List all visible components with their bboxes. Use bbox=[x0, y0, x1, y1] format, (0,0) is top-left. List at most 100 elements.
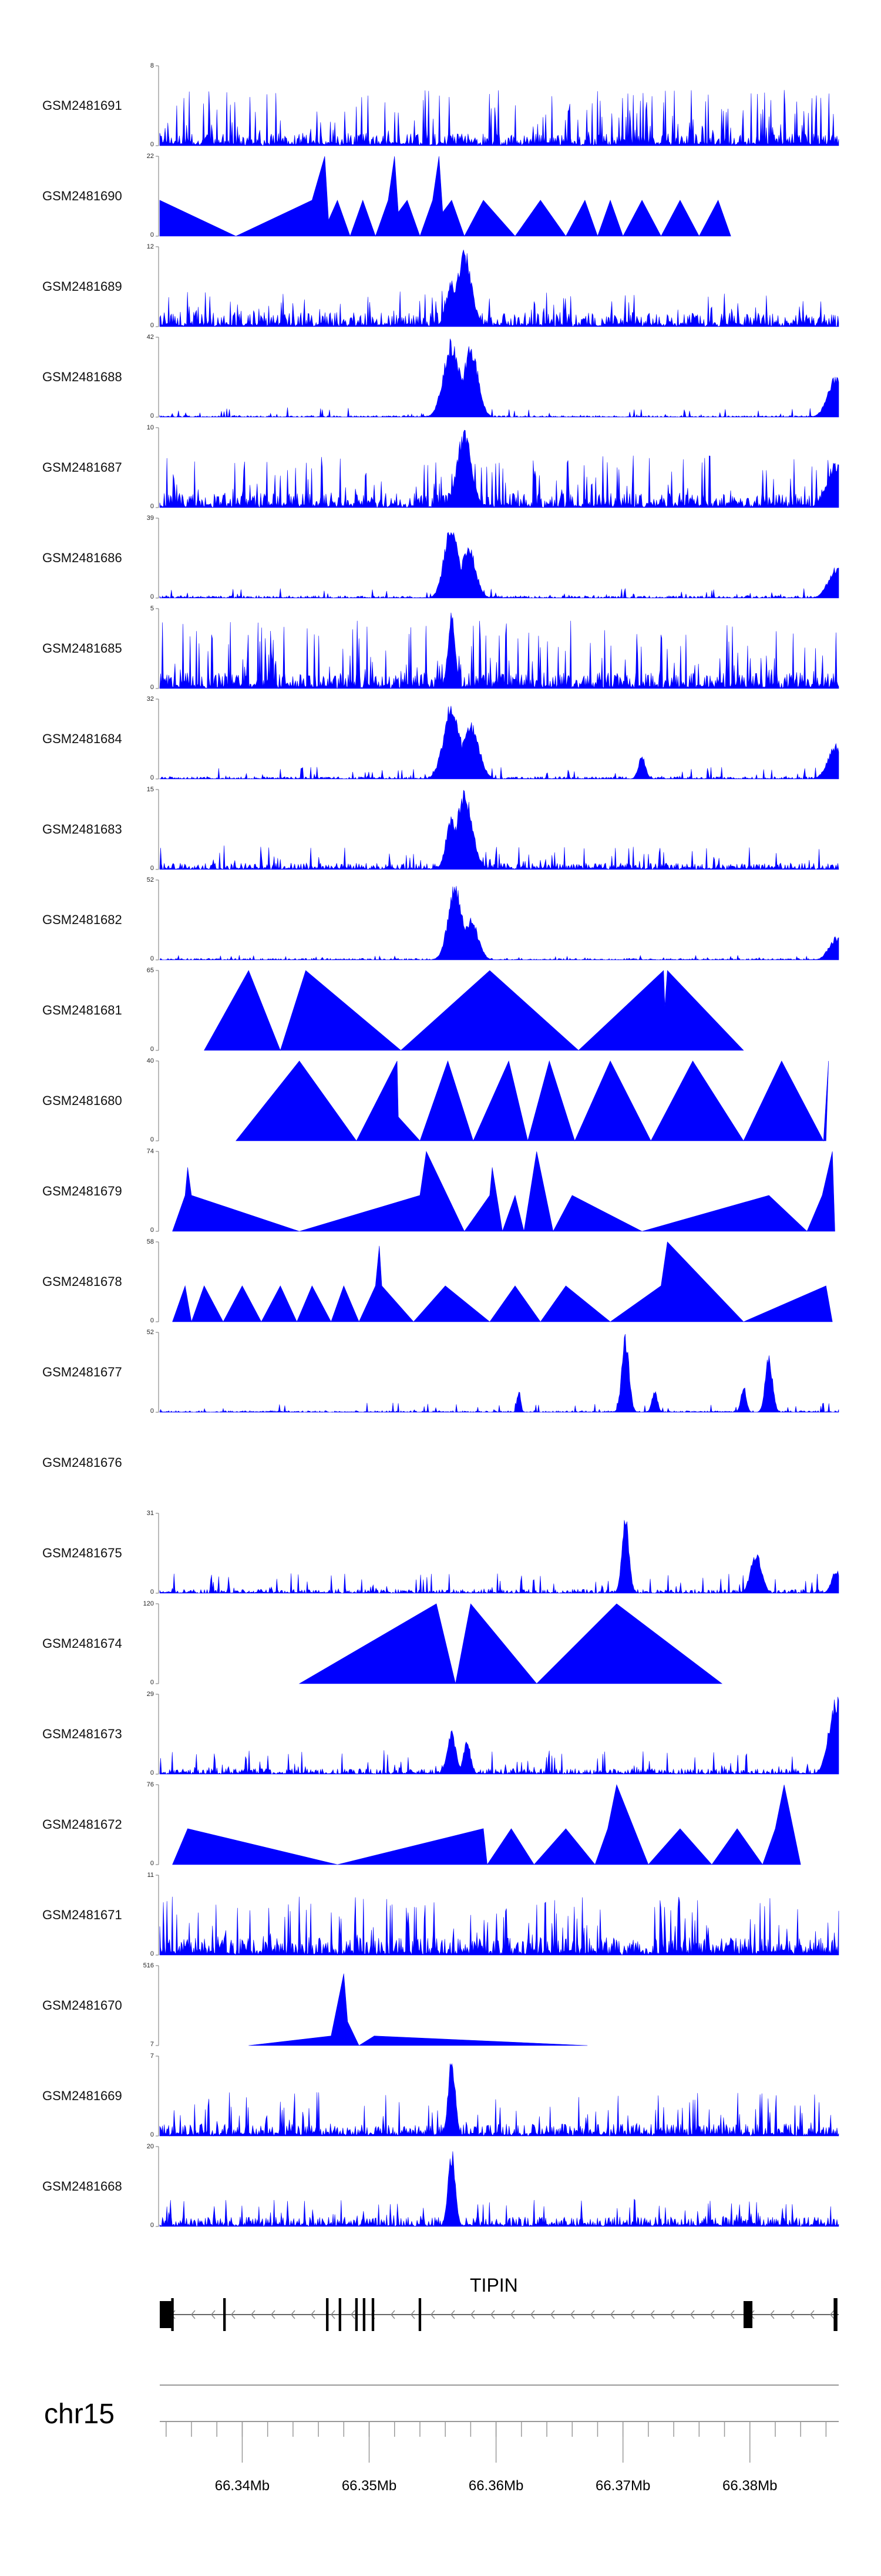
track-label: GSM2481672 bbox=[42, 1817, 122, 1832]
y-tick-label-min: 0 bbox=[150, 231, 154, 239]
y-tick-label-min: 0 bbox=[150, 684, 154, 691]
strand-arrow-icon bbox=[650, 2310, 655, 2319]
exon-block bbox=[171, 2298, 174, 2331]
y-tick-label-max: 20 bbox=[146, 2143, 154, 2150]
coverage-area-GSM2481674 bbox=[298, 1603, 723, 1684]
y-tick-label-max: 120 bbox=[143, 1600, 154, 1607]
y-tick-label-max: 31 bbox=[146, 1510, 154, 1517]
strand-arrow-icon bbox=[470, 2310, 475, 2319]
y-tick-label-max: 12 bbox=[146, 243, 154, 250]
y-tick-label-min: 0 bbox=[150, 865, 154, 872]
coverage-area-GSM2481677 bbox=[159, 1334, 839, 1413]
y-tick-label-min: 0 bbox=[150, 1860, 154, 1867]
strand-arrow-icon bbox=[251, 2310, 255, 2319]
y-tick-label-min: 0 bbox=[150, 774, 154, 781]
y-tick-label-max: 32 bbox=[146, 696, 154, 703]
coverage-area-GSM2481670 bbox=[248, 1973, 588, 2046]
y-tick-label-min: 0 bbox=[150, 1136, 154, 1143]
coverage-area-GSM2481684 bbox=[159, 706, 839, 780]
strand-arrow-icon bbox=[291, 2310, 295, 2319]
track-label: GSM2481686 bbox=[42, 550, 122, 565]
strand-arrow-icon bbox=[191, 2310, 196, 2319]
y-tick-label-min: 0 bbox=[150, 2131, 154, 2138]
y-tick-label-min: 0 bbox=[150, 2222, 154, 2229]
track-label: GSM2481673 bbox=[42, 1727, 122, 1741]
y-tick-label-max: 40 bbox=[146, 1057, 154, 1064]
coverage-area-GSM2481672 bbox=[172, 1784, 801, 1865]
track-label: GSM2481684 bbox=[42, 731, 122, 746]
axis-tick-label: 66.34Mb bbox=[214, 2478, 270, 2494]
coverage-area-GSM2481678 bbox=[172, 1241, 833, 1323]
y-tick-label-min: 0 bbox=[150, 955, 154, 962]
y-tick-label-max: 58 bbox=[146, 1238, 154, 1245]
y-tick-label-min: 0 bbox=[150, 1408, 154, 1415]
track-label: GSM2481687 bbox=[42, 460, 122, 475]
exon-block bbox=[326, 2298, 329, 2331]
strand-arrow-icon bbox=[211, 2310, 216, 2319]
strand-arrow-icon bbox=[450, 2310, 455, 2319]
y-tick-label-max: 11 bbox=[147, 1872, 154, 1879]
coverage-area-GSM2481680 bbox=[235, 1060, 829, 1142]
strand-arrow-icon bbox=[590, 2310, 595, 2319]
y-tick-label-max: 8 bbox=[150, 62, 154, 69]
y-tick-label-min: 0 bbox=[150, 593, 154, 600]
axis-tick-label: 66.37Mb bbox=[595, 2478, 651, 2494]
axis-tick-label: 66.38Mb bbox=[722, 2478, 778, 2494]
coverage-area-GSM2481689 bbox=[159, 250, 839, 328]
track-label: GSM2481668 bbox=[42, 2179, 122, 2194]
y-tick-label-min: 0 bbox=[150, 1046, 154, 1053]
y-tick-label-max: 29 bbox=[146, 1691, 154, 1698]
coverage-area-GSM2481668 bbox=[159, 2151, 839, 2228]
y-tick-label-max: 52 bbox=[146, 876, 154, 884]
strand-arrow-icon bbox=[670, 2310, 675, 2319]
strand-arrow-icon bbox=[790, 2310, 795, 2319]
axis-tick-label: 66.36Mb bbox=[468, 2478, 524, 2494]
track-label: GSM2481676 bbox=[42, 1455, 122, 1470]
strand-arrow-icon bbox=[271, 2310, 275, 2319]
track-label: GSM2481669 bbox=[42, 2088, 122, 2103]
strand-arrow-icon bbox=[431, 2310, 435, 2319]
y-tick-label-max: 52 bbox=[146, 1329, 154, 1336]
coverage-area-GSM2481673 bbox=[159, 1697, 839, 1775]
y-tick-label-max: 39 bbox=[146, 515, 154, 522]
y-tick-label-min: 0 bbox=[150, 141, 154, 148]
track-label: GSM2481690 bbox=[42, 189, 122, 203]
y-tick-label-max: 76 bbox=[146, 1781, 154, 1788]
y-tick-label-min: 0 bbox=[150, 1317, 154, 1324]
y-tick-label-min: 0 bbox=[150, 1679, 154, 1686]
y-tick-label-max: 516 bbox=[143, 1962, 154, 1969]
y-tick-label-max: 7 bbox=[150, 2053, 154, 2060]
exon-block bbox=[223, 2298, 226, 2331]
track-label: GSM2481683 bbox=[42, 822, 122, 837]
track-label: GSM2481674 bbox=[42, 1636, 122, 1651]
y-tick-label-max: 10 bbox=[146, 424, 154, 431]
track-label: GSM2481682 bbox=[42, 912, 122, 927]
strand-arrow-icon bbox=[770, 2310, 775, 2319]
strand-arrow-icon bbox=[710, 2310, 715, 2319]
y-tick-label-min: 0 bbox=[150, 1769, 154, 1776]
y-tick-label-min: 0 bbox=[150, 322, 154, 329]
coverage-area-GSM2481669 bbox=[159, 2063, 839, 2137]
track-label: GSM2481685 bbox=[42, 641, 122, 656]
coverage-area-GSM2481675 bbox=[159, 1520, 839, 1594]
strand-arrow-icon bbox=[830, 2310, 835, 2319]
y-tick-label-max: 65 bbox=[146, 967, 154, 974]
y-tick-label-min: 7 bbox=[150, 2041, 154, 2048]
y-tick-label-min: 0 bbox=[150, 1950, 154, 1957]
coverage-area-GSM2481691 bbox=[159, 90, 839, 146]
coverage-area-GSM2481682 bbox=[159, 886, 839, 960]
track-label: GSM2481691 bbox=[42, 98, 122, 113]
track-label: GSM2481675 bbox=[42, 1546, 122, 1560]
y-tick-label-min: 0 bbox=[150, 1588, 154, 1596]
y-tick-label-max: 22 bbox=[146, 153, 154, 160]
strand-arrow-icon bbox=[391, 2310, 395, 2319]
track-label: GSM2481688 bbox=[42, 370, 122, 384]
track-label: GSM2481677 bbox=[42, 1365, 122, 1379]
y-tick-label-max: 5 bbox=[150, 605, 154, 612]
strand-arrow-icon bbox=[690, 2310, 695, 2319]
strand-arrow-icon bbox=[530, 2310, 535, 2319]
exon-block bbox=[743, 2301, 753, 2328]
strand-arrow-icon bbox=[311, 2310, 315, 2319]
